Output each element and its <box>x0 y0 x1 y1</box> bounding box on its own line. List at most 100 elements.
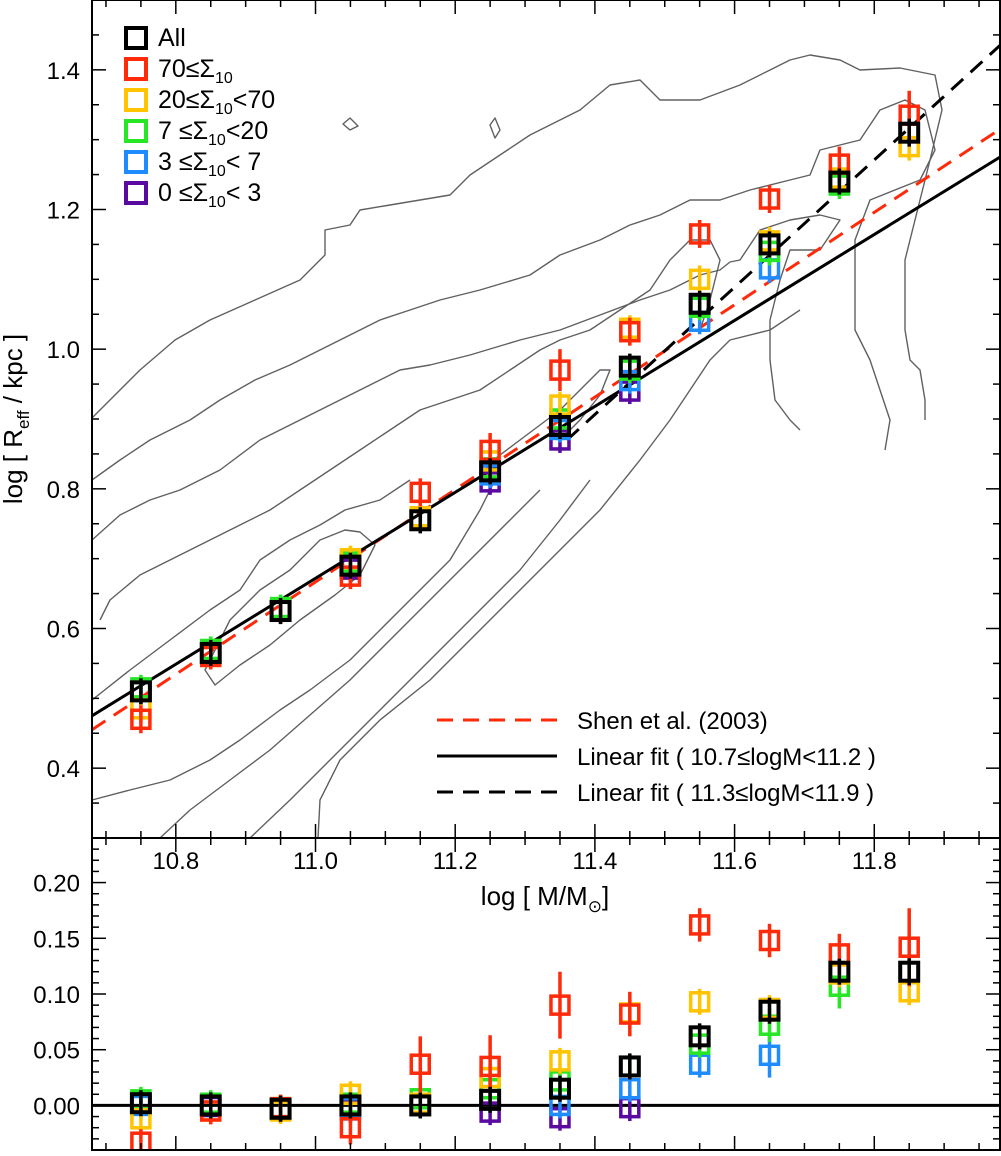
legend-marker-4 <box>124 150 148 174</box>
top-marker-s5-p1 <box>199 641 222 664</box>
top-marker-s5-p11 <box>898 121 921 144</box>
bottom-marker-s5-p0 <box>129 1092 152 1115</box>
top-marker-s5-p4 <box>409 509 432 532</box>
contour-lower-2 <box>91 469 501 801</box>
bottom-panel-marks <box>92 908 1000 1156</box>
xtick-label-1: 11.0 <box>293 848 338 875</box>
density-contours <box>91 54 943 839</box>
bottom-marker-s4-p6 <box>549 994 571 1016</box>
x-tick-labels: 10.8 11.0 11.2 11.4 11.6 11.8 <box>152 848 896 875</box>
bottom-marker-s5-p11 <box>898 960 921 983</box>
bottom-ytick-label-4: 0.20 <box>33 871 80 898</box>
top-ytick-label-2: 0.8 <box>47 477 80 504</box>
top-panel-marks <box>129 90 921 734</box>
contour-spot-2 <box>489 117 501 139</box>
line-legend-label-1: Linear fit ( 10.7≤logM<11.2 ) <box>577 744 876 771</box>
bottom-marker-s5-p9 <box>758 999 781 1022</box>
legend-label-0: All <box>158 24 186 52</box>
top-marker-s5-p5 <box>479 460 502 483</box>
bottom-marker-s5-p3 <box>339 1094 362 1117</box>
fit-lines <box>91 44 1001 732</box>
line-legend-label-0: Shen et al. (2003) <box>577 708 768 735</box>
bottom-ytick-label-3: 0.15 <box>33 926 80 953</box>
legend-label-3: 7 ≤Σ10<20 <box>158 117 268 149</box>
bottom-ytick-label-1: 0.05 <box>33 1038 80 1065</box>
bottom-marker-s1-p7 <box>619 1077 641 1100</box>
bottom-marker-s5-p6 <box>548 1077 571 1100</box>
top-ytick-label-5: 1.4 <box>47 58 80 85</box>
top-ytick-label-1: 0.6 <box>47 617 80 644</box>
bottom-ytick-label-0: 0.00 <box>33 1093 80 1120</box>
bottom-marker-s1-p9 <box>758 1044 781 1067</box>
legend-marker-3 <box>124 119 148 143</box>
top-y-axis-label: log [ Reff / kpc ] <box>0 334 33 504</box>
top-ytick-label-4: 1.2 <box>47 198 80 225</box>
line-legend: Shen et al. (2003) Linear fit ( 10.7≤logM… <box>437 708 876 807</box>
top-marker-s5-p8 <box>688 292 711 315</box>
xtick-label-0: 10.8 <box>152 848 199 875</box>
contour-3 <box>91 214 841 541</box>
legend-marker-5 <box>124 181 148 205</box>
bottom-marker-s4-p4 <box>409 1053 432 1075</box>
legend-label-1: 70≤Σ10 <box>158 55 233 87</box>
contour-lower-1 <box>91 479 411 701</box>
legend-marker-0 <box>124 26 148 50</box>
bottom-marker-s5-p7 <box>618 1055 641 1078</box>
top-marker-s4-p6 <box>549 359 571 381</box>
top-marker-s4-p8 <box>688 223 711 245</box>
contour-outer <box>91 54 943 420</box>
bottom-marker-s5-p10 <box>828 960 851 983</box>
top-marker-s5-p10 <box>828 170 851 193</box>
top-marker-s4-p0 <box>130 708 152 731</box>
bottom-marker-s4-p8 <box>688 914 711 936</box>
legend-label-4: 3 ≤Σ10< 7 <box>158 148 261 180</box>
bottom-marker-s4-p3 <box>339 1116 362 1139</box>
bottom-marker-s4-p5 <box>479 1055 501 1078</box>
contour-lower-3 <box>159 489 541 839</box>
bottom-marker-s3-p6 <box>549 1050 571 1072</box>
xtick-label-4: 11.6 <box>712 848 757 875</box>
line-legend-label-2: Linear fit ( 11.3≤logM<11.9 ) <box>577 780 874 807</box>
top-marker-s4-p9 <box>758 188 781 210</box>
top-marker-s3-p8 <box>688 268 711 291</box>
xtick-label-5: 11.8 <box>852 848 897 875</box>
legend-label-2: 20≤Σ10<70 <box>158 86 275 118</box>
bottom-marker-s4-p11 <box>898 936 920 958</box>
top-marker-s5-p6 <box>548 414 571 437</box>
bottom-marker-s5-p5 <box>479 1088 502 1111</box>
bottom-marker-s5-p4 <box>409 1094 432 1117</box>
top-ytick-label-0: 0.4 <box>47 756 80 783</box>
top-y-tick-labels: 0.4 0.6 0.8 1.0 1.2 1.4 <box>47 58 80 783</box>
xtick-label-2: 11.2 <box>433 848 478 875</box>
bottom-y-tick-labels: 0.00 0.05 0.10 0.15 0.20 <box>33 871 80 1121</box>
contour-4 <box>99 239 721 621</box>
xtick-label-3: 11.4 <box>572 848 617 875</box>
bottom-marker-s3-p8 <box>688 991 711 1013</box>
axis-ticks <box>92 0 1000 1151</box>
fit-line-1 <box>91 155 1001 718</box>
top-marker-s4-p7 <box>619 320 641 343</box>
bottom-marker-s5-p8 <box>688 1025 711 1048</box>
top-marker-s5-p3 <box>339 554 362 577</box>
bottom-marker-s5-p1 <box>199 1094 222 1117</box>
contour-lower-4 <box>249 479 591 839</box>
legend-marker-2 <box>124 88 148 112</box>
top-marker-s5-p7 <box>618 355 641 378</box>
contour-inner-island <box>204 529 376 686</box>
contour-lower-5 <box>317 309 801 839</box>
top-marker-s5-p9 <box>758 233 781 256</box>
contour-inner-2 <box>479 369 611 471</box>
top-ytick-label-3: 1.0 <box>47 337 80 364</box>
fit-line-2 <box>565 44 1001 442</box>
bottom-marker-s4-p7 <box>619 1003 641 1025</box>
top-marker-s4-p4 <box>409 481 432 504</box>
legend-marker-1 <box>124 57 148 81</box>
top-marker-s5-p2 <box>269 600 292 623</box>
bottom-marker-s5-p2 <box>269 1097 292 1120</box>
legend-label-5: 0 ≤Σ10< 3 <box>158 179 261 211</box>
x-axis-label: log [ M/M⊙] <box>481 881 609 916</box>
